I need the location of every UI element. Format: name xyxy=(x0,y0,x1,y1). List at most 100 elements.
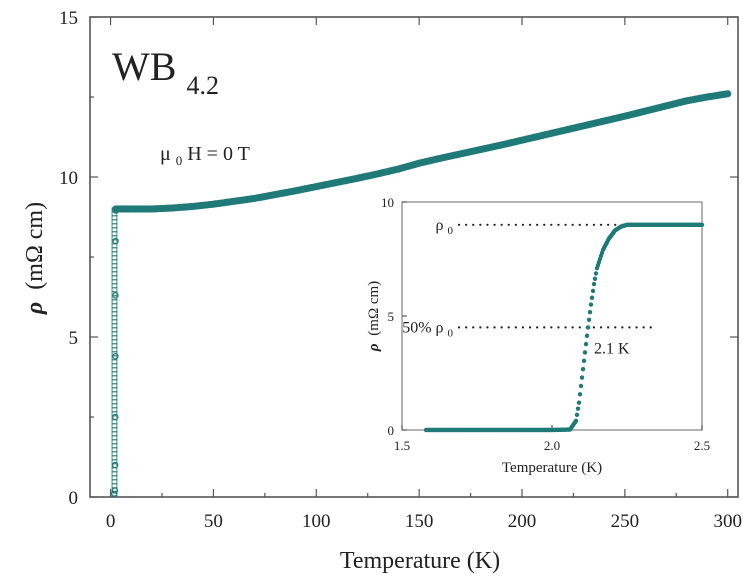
inset-ticks: 1.5 2.0 2.5 0 5 10 xyxy=(381,195,710,453)
field-subscript: 0 xyxy=(176,153,183,168)
inset-x-axis-label: Temperature (K) xyxy=(502,460,602,476)
tc-label: 2.1 K xyxy=(594,340,630,357)
inset-y-tick-label: 5 xyxy=(388,309,395,324)
main-data-point xyxy=(111,435,118,441)
main-data-point xyxy=(111,383,118,389)
main-data-point xyxy=(111,311,118,317)
inset-data-point xyxy=(579,375,585,380)
compound-base: WB xyxy=(112,44,176,89)
inset-data-point xyxy=(582,350,588,355)
main-data-point xyxy=(111,219,118,225)
main-data-point xyxy=(111,455,118,461)
main-y-axis-symbol: ρ xyxy=(22,302,48,315)
main-data-point xyxy=(111,327,118,333)
main-data-point xyxy=(111,443,118,449)
inset-y-tick-label: 10 xyxy=(381,195,394,210)
inset-x-tick-label: 1.5 xyxy=(394,438,410,453)
main-data-point xyxy=(111,243,118,249)
field-mu: μ xyxy=(160,143,171,165)
field-value: H = 0 T xyxy=(187,143,250,165)
main-y-tick-label: 10 xyxy=(59,168,78,189)
main-x-tick-label: 150 xyxy=(405,511,434,532)
main-data-point xyxy=(111,439,118,445)
compound-subscript: 4.2 xyxy=(186,71,219,100)
main-data-point xyxy=(111,431,118,437)
main-data-point xyxy=(111,391,118,397)
main-data-point xyxy=(111,267,118,273)
inset-x-tick-label: 2.5 xyxy=(694,438,710,453)
main-y-tick-label: 5 xyxy=(69,328,79,349)
main-data-point xyxy=(111,359,118,365)
inset-data-point xyxy=(578,383,584,389)
main-data-point xyxy=(111,343,118,349)
main-data-point xyxy=(111,275,118,281)
inset-data-point xyxy=(576,400,582,405)
main-data-point xyxy=(724,90,732,98)
inset-data-point xyxy=(589,295,595,300)
main-data-series xyxy=(110,90,732,497)
inset-data-point xyxy=(574,412,580,417)
rho0-subscript: 0 xyxy=(448,225,454,237)
inset-data-point xyxy=(586,317,592,322)
main-data-point xyxy=(111,259,118,265)
main-data-point xyxy=(111,423,118,429)
inset-data-point xyxy=(699,222,705,227)
main-x-tick-label: 50 xyxy=(204,511,223,532)
inset-y-axis-unit: (mΩ cm) xyxy=(366,281,382,336)
main-data-point xyxy=(111,283,118,289)
main-data-point xyxy=(111,307,118,313)
rho0-symbol: ρ xyxy=(436,217,444,234)
main-x-tick-label: 250 xyxy=(611,511,640,532)
inset-data-point xyxy=(584,333,590,338)
main-data-point xyxy=(111,483,118,489)
main-x-axis-label: Temperature (K) xyxy=(340,548,500,574)
main-data-point xyxy=(111,479,118,485)
main-data-point xyxy=(111,395,118,401)
main-data-point xyxy=(111,215,118,221)
svg-text:ρ (mΩ cm): ρ (mΩ cm) xyxy=(22,202,48,315)
main-data-point xyxy=(111,279,118,285)
rho0-label: ρ 0 xyxy=(436,217,454,237)
main-x-tick-label: 0 xyxy=(106,511,116,532)
main-data-point xyxy=(111,271,118,277)
main-data-point xyxy=(111,399,118,405)
main-data-point xyxy=(111,375,118,381)
main-data-point xyxy=(111,223,118,229)
main-y-tick-label: 0 xyxy=(69,488,79,509)
main-x-tick-label: 200 xyxy=(508,511,537,532)
inset-plot-frame xyxy=(401,201,703,431)
main-y-axis-unit: (mΩ cm) xyxy=(22,202,48,290)
inset-y-tick-label: 0 xyxy=(388,423,395,438)
main-data-point xyxy=(111,315,118,321)
svg-text:ρ (mΩ cm): ρ (mΩ cm) xyxy=(366,281,382,352)
field-label: μ 0 H = 0 T xyxy=(160,143,250,170)
inset-data-point xyxy=(575,406,581,411)
main-data-point xyxy=(111,427,118,433)
inset-data-point xyxy=(577,392,583,397)
compound-label: WB 4.2 xyxy=(112,44,219,100)
main-data-point xyxy=(111,419,118,425)
main-data-point xyxy=(111,363,118,369)
inset-data-point xyxy=(591,281,597,287)
main-data-point xyxy=(111,451,118,457)
main-data-point xyxy=(111,299,118,305)
main-data-point xyxy=(111,251,118,257)
main-data-point xyxy=(111,323,118,329)
inset-y-axis-symbol: ρ xyxy=(366,343,382,352)
inset-data-point xyxy=(573,418,579,424)
main-data-point xyxy=(111,247,118,253)
main-data-point xyxy=(111,407,118,413)
inset-data-point xyxy=(583,341,589,347)
main-data-point xyxy=(111,231,118,237)
inset-data-series xyxy=(423,222,705,433)
main-data-point xyxy=(111,303,118,309)
main-data-point xyxy=(111,347,118,353)
main-data-point xyxy=(111,403,118,409)
inset-data-point xyxy=(581,358,587,364)
inset-data-point xyxy=(593,271,599,276)
main-data-point xyxy=(111,367,118,373)
inset-data-point xyxy=(585,325,591,330)
main-data-point xyxy=(111,387,118,393)
inset-x-tick-label: 2.0 xyxy=(544,438,560,453)
